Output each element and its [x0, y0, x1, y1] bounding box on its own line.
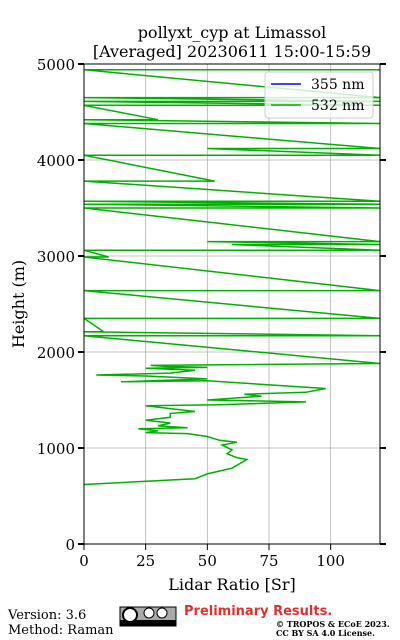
- x-tick-label: 0: [79, 552, 89, 570]
- x-tick-label: 100: [316, 552, 345, 570]
- y-tick-label: 5000: [37, 56, 75, 74]
- license: CC BY SA 4.0 License.: [276, 628, 375, 638]
- y-tick-label: 4000: [37, 152, 75, 170]
- legend-label: 532 nm: [311, 98, 364, 114]
- x-tick-label: 75: [259, 552, 278, 570]
- x-tick-label: 25: [136, 552, 155, 570]
- x-axis-label: Lidar Ratio [Sr]: [168, 575, 296, 594]
- preliminary-note: Preliminary Results.: [184, 604, 332, 619]
- data-line: [84, 69, 380, 486]
- legend: 355 nm 532 nm: [264, 71, 374, 119]
- y-axis-label: Height (m): [9, 260, 28, 348]
- x-tick-label: 50: [198, 552, 217, 570]
- version: Version: 3.6: [7, 608, 86, 623]
- legend-label: 355 nm: [311, 77, 364, 93]
- y-tick-label: 1000: [37, 440, 75, 458]
- plot-frame: [83, 63, 381, 545]
- y-tick-label: 0: [65, 536, 75, 554]
- plot-area: [84, 69, 380, 486]
- copyright: © TROPOS & ECoE 2023.: [276, 619, 390, 629]
- y-tick-label: 3000: [37, 248, 75, 266]
- y-tick-label: 2000: [37, 344, 75, 362]
- method: Method: Raman: [8, 623, 114, 638]
- chart-subtitle: [Averaged] 20230611 15:00-15:59: [93, 42, 371, 61]
- cc-logo: [119, 606, 177, 627]
- chart-title: pollyxt_cyp at Limassol: [138, 23, 327, 42]
